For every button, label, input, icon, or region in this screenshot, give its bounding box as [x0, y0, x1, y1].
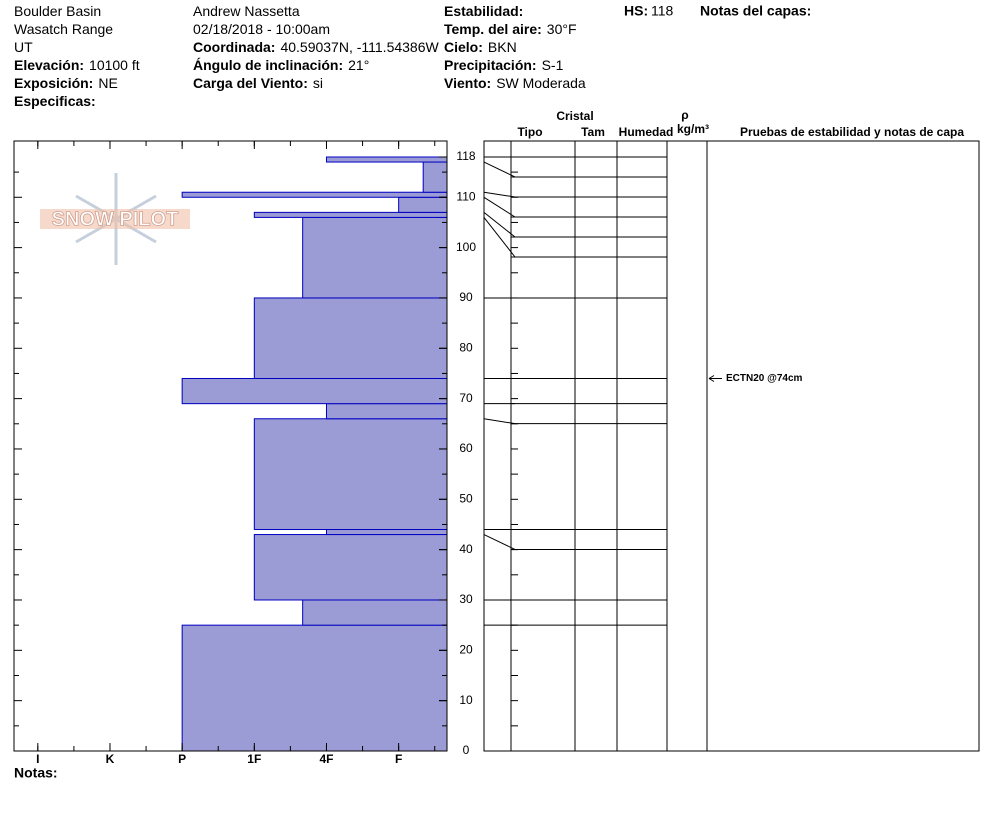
x-tick-label: P	[178, 752, 186, 766]
field-label: Elevación:	[14, 57, 84, 73]
field-value: SW Moderada	[496, 75, 586, 91]
x-tick-label: I	[36, 752, 39, 766]
col-type: Tipo	[517, 125, 542, 139]
layer-connector	[483, 534, 516, 550]
field-label: Especificas:	[14, 93, 96, 109]
x-tick-label: 1F	[247, 752, 261, 766]
hardness-bar	[325, 529, 448, 536]
y-tick-label: 40	[459, 542, 473, 556]
layer-connector	[483, 211, 516, 238]
header-field: Especificas:	[14, 93, 96, 109]
layer-connector	[483, 217, 516, 258]
test-label: ECTN20 @74cm	[726, 373, 803, 384]
field-label: Cielo:	[444, 39, 483, 55]
y-tick-label: 10	[459, 693, 473, 707]
col-crystal: Cristal	[556, 109, 593, 123]
field-label: Carga del Viento:	[193, 75, 308, 91]
header-field: Precipitación: S-1	[444, 57, 564, 73]
field-label: Estabilidad:	[444, 3, 523, 19]
logo-band	[40, 209, 190, 229]
header-field: Cielo: BKN	[444, 39, 517, 55]
field-value: si	[313, 75, 323, 91]
field-label: Viento:	[444, 75, 491, 91]
field-value: 10100 ft	[89, 57, 140, 73]
header-field: Andrew Nassetta	[193, 3, 300, 19]
header-field: Estabilidad:	[444, 3, 523, 19]
footer-notes: Notas:	[14, 765, 58, 781]
field-value: S-1	[542, 57, 564, 73]
header-field: Temp. del aire: 30°F	[444, 21, 577, 37]
x-tick-label: K	[106, 752, 115, 766]
y-tick-label: 80	[459, 340, 473, 354]
hardness-bar	[181, 191, 448, 198]
arrow-head	[708, 375, 715, 382]
x-tick-label: F	[395, 752, 402, 766]
header-field: Wasatch Range	[14, 21, 113, 37]
header-field: UT	[14, 39, 33, 55]
y-tick-label: 100	[456, 240, 476, 254]
col-density-unit: kg/m³	[677, 122, 709, 136]
field-label: Coordinada:	[193, 39, 275, 55]
y-tick-label: 50	[459, 491, 473, 505]
hardness-bar	[253, 418, 448, 531]
y-tick-label: 110	[456, 189, 475, 203]
col-size: Tam	[581, 125, 605, 139]
hardness-bar	[422, 161, 448, 193]
hardness-bar	[253, 534, 448, 601]
y-tick-label: 60	[459, 441, 473, 455]
header-field: Carga del Viento: si	[193, 75, 323, 91]
hardness-bar	[325, 156, 448, 163]
field-value: Wasatch Range	[14, 21, 113, 37]
layer-grid	[483, 140, 980, 752]
layer-connector	[483, 191, 516, 198]
field-value: 30°F	[547, 21, 577, 37]
hardness-bar	[253, 297, 448, 379]
hardness-bar	[253, 211, 448, 218]
field-value: BKN	[488, 39, 517, 55]
field-value: 21°	[348, 57, 369, 73]
hardness-bar	[398, 196, 448, 213]
layer-connector	[483, 418, 516, 425]
y-tick-label: 30	[459, 592, 473, 606]
field-value: NE	[98, 75, 117, 91]
field-value: Andrew Nassetta	[193, 3, 300, 19]
y-tick-label: 70	[459, 391, 473, 405]
header-field: Viento: SW Moderada	[444, 75, 586, 91]
header-field: Coordinada: 40.59037N, -111.54386W	[193, 39, 439, 55]
header-field: Ángulo de inclinación: 21°	[193, 57, 369, 73]
y-tick-label: 0	[463, 743, 470, 757]
hardness-bar	[302, 599, 448, 626]
layer-connector	[483, 196, 516, 218]
header-field: Boulder Basin	[14, 3, 101, 19]
field-label: Precipitación:	[444, 57, 537, 73]
hs-label: HS:	[624, 3, 648, 19]
y-tick-label: 90	[459, 290, 473, 304]
hs-value: 118	[651, 3, 674, 19]
hardness-frame	[13, 140, 448, 752]
logo-text: SNOW PILOT	[52, 208, 179, 230]
field-label: Exposición:	[14, 75, 93, 91]
x-tick-label: 4F	[319, 752, 333, 766]
hardness-bar	[302, 216, 448, 299]
layer-connector	[483, 161, 516, 178]
field-value: 02/18/2018 - 10:00am	[193, 21, 330, 37]
hardness-bar	[181, 377, 448, 405]
field-value: Boulder Basin	[14, 3, 101, 19]
col-moisture: Humedad	[619, 125, 674, 139]
hardness-bar	[181, 624, 448, 752]
y-tick-label: 20	[459, 642, 473, 656]
field-value: 40.59037N, -111.54386W	[280, 39, 439, 55]
layer-notes: Notas del capas:	[700, 3, 811, 19]
header-field: Elevación: 10100 ft	[14, 57, 140, 73]
header-field: Exposición: NE	[14, 75, 118, 91]
col-tests: Pruebas de estabilidad y notas de capa	[740, 125, 964, 139]
y-tick-label: 118	[456, 149, 475, 163]
field-label: Ángulo de inclinación:	[193, 57, 343, 73]
col-density: ρ	[681, 108, 688, 122]
field-value: UT	[14, 39, 33, 55]
hardness-bar	[325, 403, 448, 420]
field-label: Temp. del aire:	[444, 21, 542, 37]
header-field: 02/18/2018 - 10:00am	[193, 21, 330, 37]
